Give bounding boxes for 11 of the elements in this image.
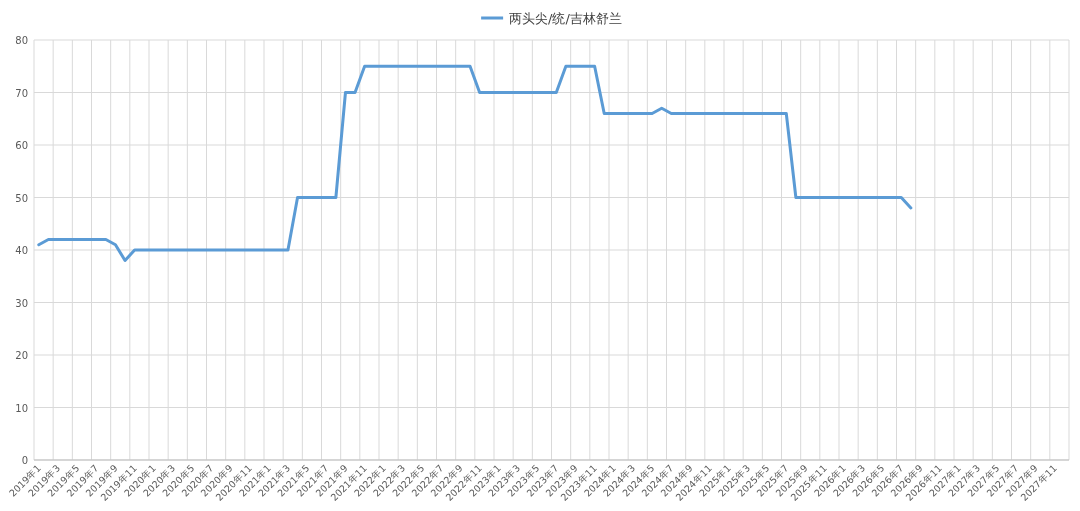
y-tick-label: 0: [21, 455, 28, 466]
y-tick-label: 70: [15, 87, 28, 99]
y-tick-label: 20: [15, 350, 28, 361]
y-tick-label: 80: [15, 35, 28, 46]
line-series: [37, 64, 913, 262]
y-tick-label: 50: [15, 192, 28, 204]
y-tick-label: 60: [15, 140, 28, 151]
y-tick-label: 40: [15, 245, 28, 256]
legend-label: 两头尖/统/吉林舒兰: [509, 11, 622, 26]
y-tick-label: 10: [15, 402, 28, 414]
y-tick-label: 30: [15, 297, 28, 309]
